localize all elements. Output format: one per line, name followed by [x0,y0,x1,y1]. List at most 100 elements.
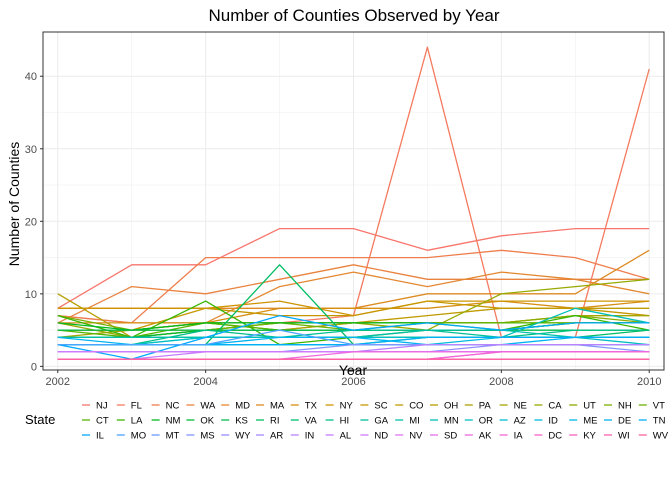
legend-item-me: ME [569,416,597,427]
legend-item-hi: HI [325,416,350,427]
legend-label: OK [200,416,214,427]
legend-item-mt: MT [151,431,180,442]
series-line-nj [57,227,650,309]
legend-items: NJ FL NC WA MD MA TX NY SC CO OH PA NE CA UT NH VT CT LA NM… [82,401,669,442]
x-tick-label: 2010 [637,376,661,388]
legend-label: CT [96,416,109,427]
legend-item-fl: FL [116,401,142,412]
legend-label: VT [653,401,665,412]
series-line-wa [57,264,650,324]
legend-item-nv: NV [395,431,423,442]
legend-label: MO [131,431,146,442]
legend-label: KY [583,431,596,442]
x-axis: 2002 2004 2006 2008 2010 [46,370,661,388]
legend-item-wa: WA [186,401,216,412]
legend-label: DC [548,431,562,442]
legend-label: VA [305,416,318,427]
legend-item-wv: WV [638,431,669,442]
legend-label: MN [444,416,459,427]
legend-item-nh: NH [604,401,632,412]
y-tick-label: 0 [31,361,37,373]
y-axis: 0 10 20 30 40 [25,71,43,373]
legend-label: SC [374,401,387,412]
legend-label: RI [270,416,280,427]
x-tick-label: 2008 [489,376,513,388]
legend-label: AR [270,431,283,442]
legend-item-vt: VT [638,401,665,412]
y-axis-label: Number of Counties [6,142,22,267]
legend-item-id: ID [534,416,558,427]
legend-label: ND [374,431,388,442]
major-gridlines [43,32,664,370]
y-tick-label: 40 [25,71,37,83]
legend-item-tx: TX [290,401,318,412]
legend-item-mn: MN [430,416,459,427]
legend-label: GA [374,416,388,427]
legend-item-oh: OH [430,401,458,412]
legend-label: MD [235,401,250,412]
legend-item-nc: NC [151,401,180,412]
chart-title: Number of Counties Observed by Year [208,6,499,25]
legend-label: WY [235,431,251,442]
y-tick-label: 10 [25,289,37,301]
legend-item-co: CO [395,401,423,412]
legend-label: LA [131,416,143,427]
legend-item-az: AZ [499,416,526,427]
legend-label: DE [618,416,631,427]
x-tick-label: 2006 [341,376,365,388]
legend-label: FL [131,401,142,412]
legend-label: NJ [96,401,108,412]
legend-label: MT [166,431,180,442]
legend-label: NV [409,431,423,442]
legend-item-or: OR [464,416,493,427]
legend-label: NM [166,416,181,427]
series-line-nc [57,249,650,324]
legend-item-ar: AR [256,431,283,442]
legend-label: UT [583,401,596,412]
legend-label: AZ [514,416,526,427]
legend-item-wi: WI [604,431,630,442]
legend-item-mi: MI [395,416,420,427]
legend-label: SD [444,431,457,442]
legend-item-ms: MS [186,431,215,442]
legend-label: ME [583,416,597,427]
legend-item-ri: RI [256,416,280,427]
legend-item-ok: OK [186,416,215,427]
legend-label: HI [340,416,350,427]
legend-item-va: VA [290,416,318,427]
legend-label: OR [479,416,493,427]
legend-label: AL [340,431,352,442]
legend-item-nm: NM [151,416,181,427]
legend-label: KS [235,416,248,427]
legend-item-il: IL [82,431,104,442]
legend-item-ma: MA [256,401,285,412]
legend-item-in: IN [290,431,314,442]
legend-label: TX [305,401,318,412]
legend-label: ID [548,416,558,427]
series-lines [57,46,650,360]
legend-item-pa: PA [464,401,492,412]
legend-item-nj: NJ [82,401,108,412]
legend-label: CO [409,401,423,412]
x-tick-label: 2004 [193,376,217,388]
legend-label: AK [479,431,492,442]
legend-item-ky: KY [569,431,597,442]
legend-label: IA [514,431,524,442]
legend-label: PA [479,401,492,412]
legend-title: State [25,412,55,427]
legend-label: MS [200,431,214,442]
legend-item-sc: SC [360,401,388,412]
legend-item-wy: WY [221,431,251,442]
legend-item-dc: DC [534,431,562,442]
legend-label: WA [200,401,216,412]
legend-label: NC [166,401,180,412]
legend-label: OH [444,401,458,412]
x-axis-label: Year [339,362,368,378]
legend-label: MI [409,416,420,427]
legend-item-nd: ND [360,431,388,442]
legend-item-al: AL [325,431,352,442]
legend-item-sd: SD [430,431,457,442]
legend-item-ne: NE [499,401,527,412]
